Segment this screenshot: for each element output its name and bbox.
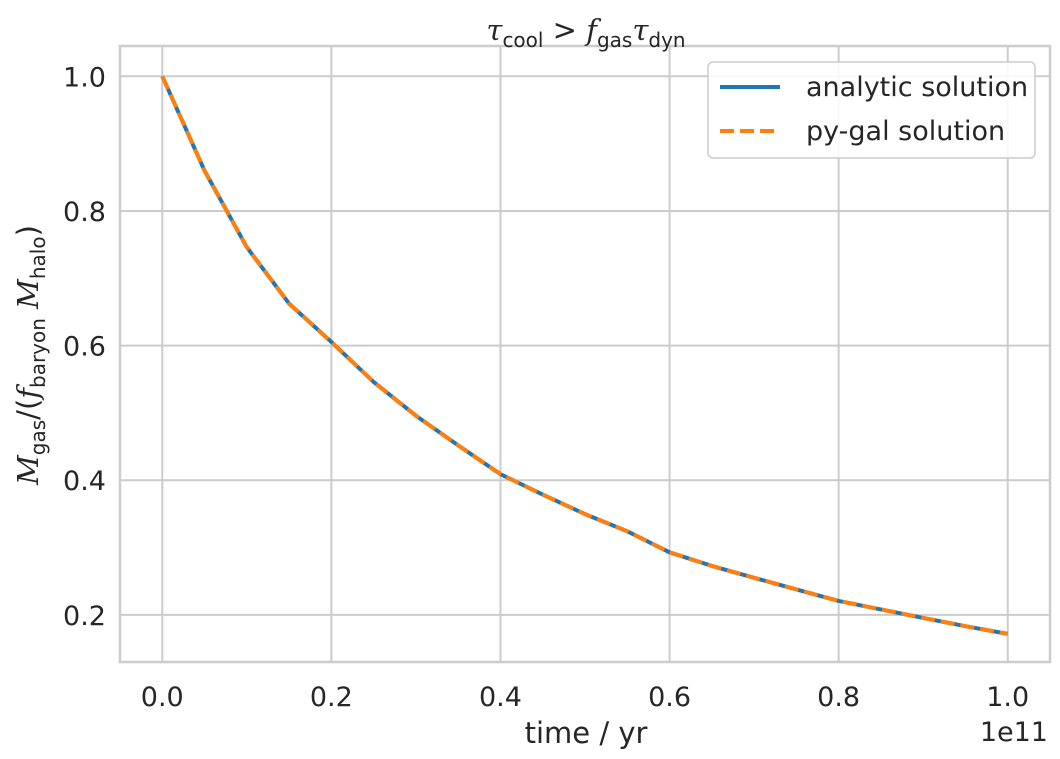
plot-frame xyxy=(118,44,1052,664)
series-layer xyxy=(160,75,1009,636)
y-tick-label: 0.8 xyxy=(63,197,106,228)
legend-label-pygal: py-gal solution xyxy=(806,116,1005,147)
x-axis-label: time / yr xyxy=(525,716,648,750)
y-tick-label: 1.0 xyxy=(63,62,106,93)
series-line-pygal xyxy=(160,75,1009,636)
chart-title: τcool > fgasτdyn xyxy=(486,13,685,52)
series-line-analytic xyxy=(160,75,1009,636)
x-tick-labels: 0.0 0.2 0.4 0.6 0.8 1.0 xyxy=(141,682,1029,713)
y-tick-labels: 0.2 0.4 0.6 0.8 1.0 xyxy=(63,62,106,632)
x-tick-label: 0.0 xyxy=(141,682,184,713)
y-tick-label: 0.2 xyxy=(63,601,106,632)
legend-box xyxy=(707,61,1036,159)
legend: analytic solution py-gal solution xyxy=(707,61,1036,159)
x-axis-offset-label: 1e11 xyxy=(980,717,1048,748)
x-tick-label: 0.2 xyxy=(310,682,353,713)
legend-label-analytic: analytic solution xyxy=(806,72,1028,103)
x-tick-label: 1.0 xyxy=(986,682,1029,713)
y-tick-label: 0.6 xyxy=(63,332,106,363)
x-tick-label: 0.6 xyxy=(648,682,691,713)
y-tick-label: 0.4 xyxy=(63,466,106,497)
x-tick-label: 0.4 xyxy=(479,682,522,713)
x-tick-label: 0.8 xyxy=(817,682,860,713)
y-axis-label: Mgas/(fbaryon Mhalo) xyxy=(11,225,50,486)
